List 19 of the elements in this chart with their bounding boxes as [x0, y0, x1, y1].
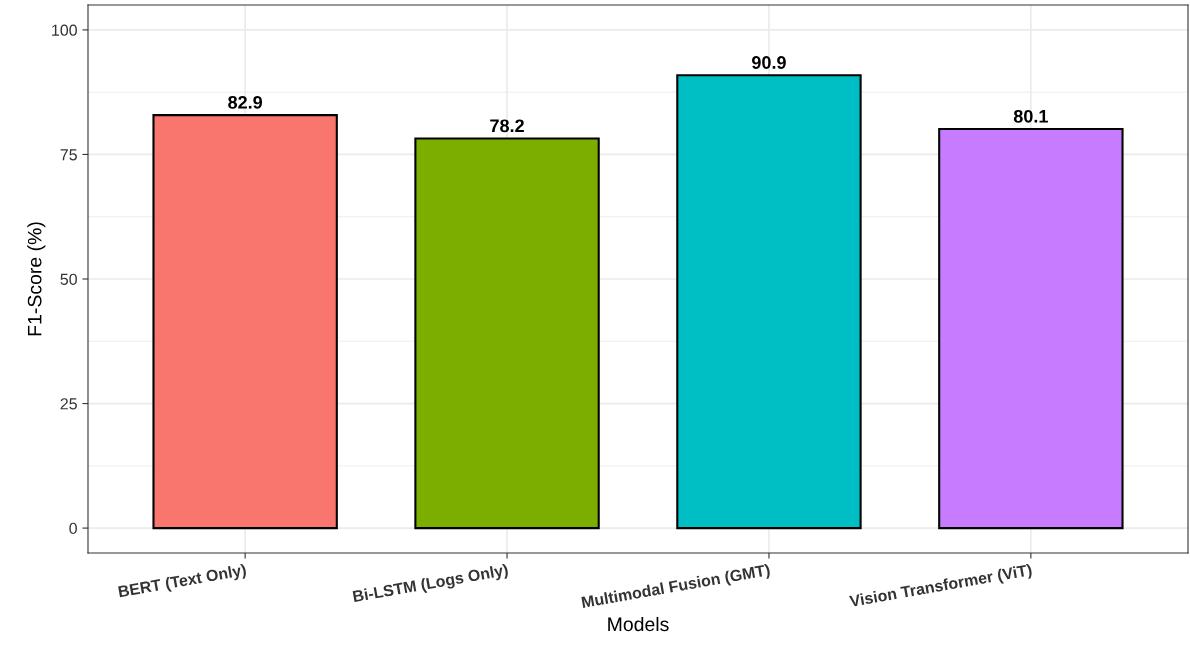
y-tick-label: 25: [60, 398, 77, 410]
y-tick-label: 50: [60, 273, 77, 285]
x-tick-label: Bi-LSTM (Logs Only): [352, 563, 509, 606]
bar: [938, 128, 1124, 530]
bar: [414, 137, 600, 530]
x-tick-label: BERT (Text Only): [118, 563, 247, 601]
y-tick-label: 75: [60, 149, 77, 161]
data-label: 78.2: [490, 119, 524, 133]
y-tick-label: 100: [52, 24, 77, 36]
y-tick-label: 0: [69, 522, 77, 535]
data-label: 82.9: [228, 95, 263, 109]
x-axis-title: Models: [608, 616, 669, 632]
bar: [152, 114, 338, 530]
bar: [676, 74, 862, 530]
y-axis-title: F1-Score (%): [27, 222, 46, 336]
x-tick-label: Multimodal Fusion (GMT): [581, 563, 771, 612]
data-label: 80.1: [1013, 109, 1048, 123]
data-label: 90.9: [752, 56, 786, 69]
x-tick-label: Vision Transformer (ViT): [848, 563, 1033, 611]
